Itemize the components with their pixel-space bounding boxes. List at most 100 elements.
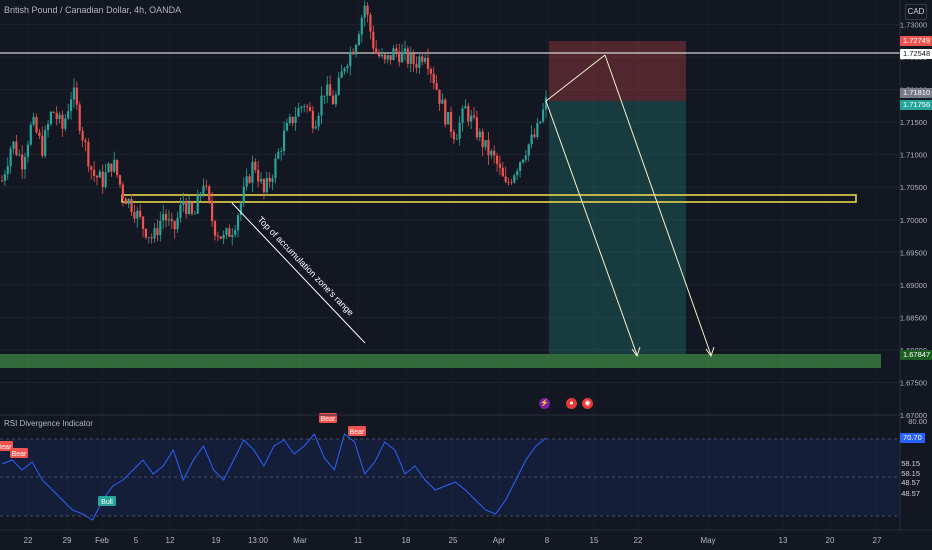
rsi-marker — [10, 448, 28, 458]
candle-body — [251, 161, 254, 183]
x-tick-label: 20 — [826, 536, 835, 545]
candle-body — [432, 73, 435, 84]
candle-body — [495, 155, 499, 164]
candle-body — [9, 148, 12, 167]
candle-body — [216, 235, 219, 237]
stop-loss-zone[interactable] — [549, 41, 686, 101]
candle-body — [415, 64, 418, 68]
candle-body — [257, 169, 260, 182]
candle-body — [418, 56, 421, 68]
support-zone[interactable] — [0, 354, 881, 368]
candle-body — [164, 214, 168, 221]
candle-body — [297, 107, 300, 117]
candle-body — [438, 89, 441, 104]
candle-body — [357, 34, 361, 45]
annotation-pointer-line[interactable] — [231, 202, 366, 344]
y-tick-label: 1.70000 — [900, 216, 927, 225]
candle-body — [314, 126, 317, 129]
candle-body — [81, 130, 84, 141]
candle-body — [141, 216, 145, 229]
candle-body — [377, 53, 381, 57]
candle-body — [110, 163, 113, 172]
y-tick-label: 1.71500 — [900, 118, 927, 127]
candle-body — [544, 97, 548, 110]
candle-body — [64, 118, 67, 129]
x-tick-label: 11 — [354, 536, 363, 545]
currency-button[interactable]: CAD — [905, 4, 927, 20]
candle-body — [354, 44, 358, 55]
rsi-marker — [0, 441, 13, 451]
candle-body — [193, 213, 196, 215]
x-tick-label: 15 — [590, 536, 599, 545]
x-tick-label: Apr — [493, 536, 506, 545]
candle-body — [118, 175, 122, 185]
candle-body — [205, 185, 208, 187]
arrowhead-1 — [631, 346, 641, 358]
candle-body — [403, 48, 407, 52]
candle-body — [67, 111, 70, 119]
candle-body — [136, 210, 139, 219]
candle-body — [78, 104, 81, 131]
candle-body — [346, 66, 349, 69]
candle-body — [127, 198, 130, 205]
candle-body — [383, 54, 386, 60]
candle-body — [308, 106, 312, 111]
candle-body — [225, 228, 228, 235]
rsi-current-tag: 70.70 — [900, 433, 925, 443]
candle-body — [518, 162, 522, 171]
rsi-marker — [348, 426, 366, 436]
candle-body — [268, 177, 271, 182]
candle-body — [219, 236, 222, 239]
y-tick-label: 1.69000 — [900, 281, 927, 290]
candle-body — [98, 171, 101, 178]
candle-body — [467, 106, 470, 122]
candles — [0, 0, 548, 246]
price-tag-resistance: 1.72548 — [900, 49, 932, 59]
projection-up-line[interactable] — [545, 54, 606, 102]
candle-body — [542, 109, 545, 122]
rsi-marker — [98, 496, 116, 506]
candle-body — [530, 134, 533, 145]
x-tick-label: May — [700, 536, 715, 545]
candle-body — [236, 215, 240, 231]
projection-down-line-1[interactable] — [545, 100, 638, 356]
candle-body — [461, 108, 464, 123]
candle-body — [426, 58, 430, 69]
lightning-icon[interactable]: ⚡ — [539, 398, 550, 409]
candle-body — [507, 181, 510, 183]
candle-body — [291, 116, 294, 124]
candle-body — [245, 176, 248, 187]
candle-body — [490, 150, 493, 156]
candle-body — [369, 14, 372, 32]
candle-body — [493, 150, 496, 156]
price-tag-target: 1.67847 — [900, 350, 932, 360]
rsi-marker-label: Bear — [321, 416, 336, 423]
candle-body — [18, 154, 21, 156]
candle-body — [0, 180, 4, 182]
candle-body — [101, 171, 104, 188]
candle-body — [470, 115, 473, 122]
candle-body — [116, 159, 119, 176]
x-tick-label: 22 — [24, 536, 33, 545]
candle-body — [150, 237, 153, 239]
candle-body — [421, 56, 424, 62]
candle-body — [72, 87, 76, 100]
candle-body — [455, 138, 458, 140]
candle-body — [363, 5, 366, 18]
accumulation-zone-top[interactable] — [121, 194, 857, 203]
candle-body — [412, 53, 415, 65]
take-profit-zone[interactable] — [549, 101, 686, 354]
projection-down-line-2[interactable] — [604, 54, 712, 356]
candle-body — [107, 163, 110, 173]
rsi-markers: BearBearBullBearBear — [0, 413, 366, 506]
candle-body — [242, 186, 245, 204]
dividend-icon[interactable]: ◉ — [582, 398, 593, 409]
candle-body — [104, 172, 107, 188]
rsi-band — [0, 439, 900, 516]
candle-body — [510, 182, 513, 184]
candle-body — [380, 54, 384, 57]
candle-body — [156, 228, 159, 236]
candle-body — [69, 99, 73, 112]
candle-body — [271, 178, 274, 182]
earnings-icon[interactable]: ● — [566, 398, 577, 409]
